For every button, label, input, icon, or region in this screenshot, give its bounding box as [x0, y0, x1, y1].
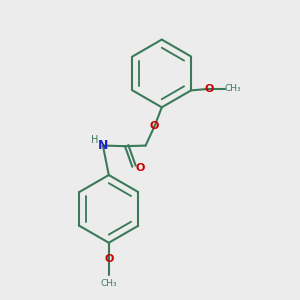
Text: O: O	[150, 122, 159, 131]
Text: N: N	[98, 139, 108, 152]
Text: O: O	[204, 84, 214, 94]
Text: CH₃: CH₃	[225, 84, 242, 93]
Text: O: O	[104, 254, 113, 264]
Text: H: H	[91, 135, 98, 145]
Text: O: O	[135, 163, 144, 173]
Text: CH₃: CH₃	[100, 280, 117, 289]
